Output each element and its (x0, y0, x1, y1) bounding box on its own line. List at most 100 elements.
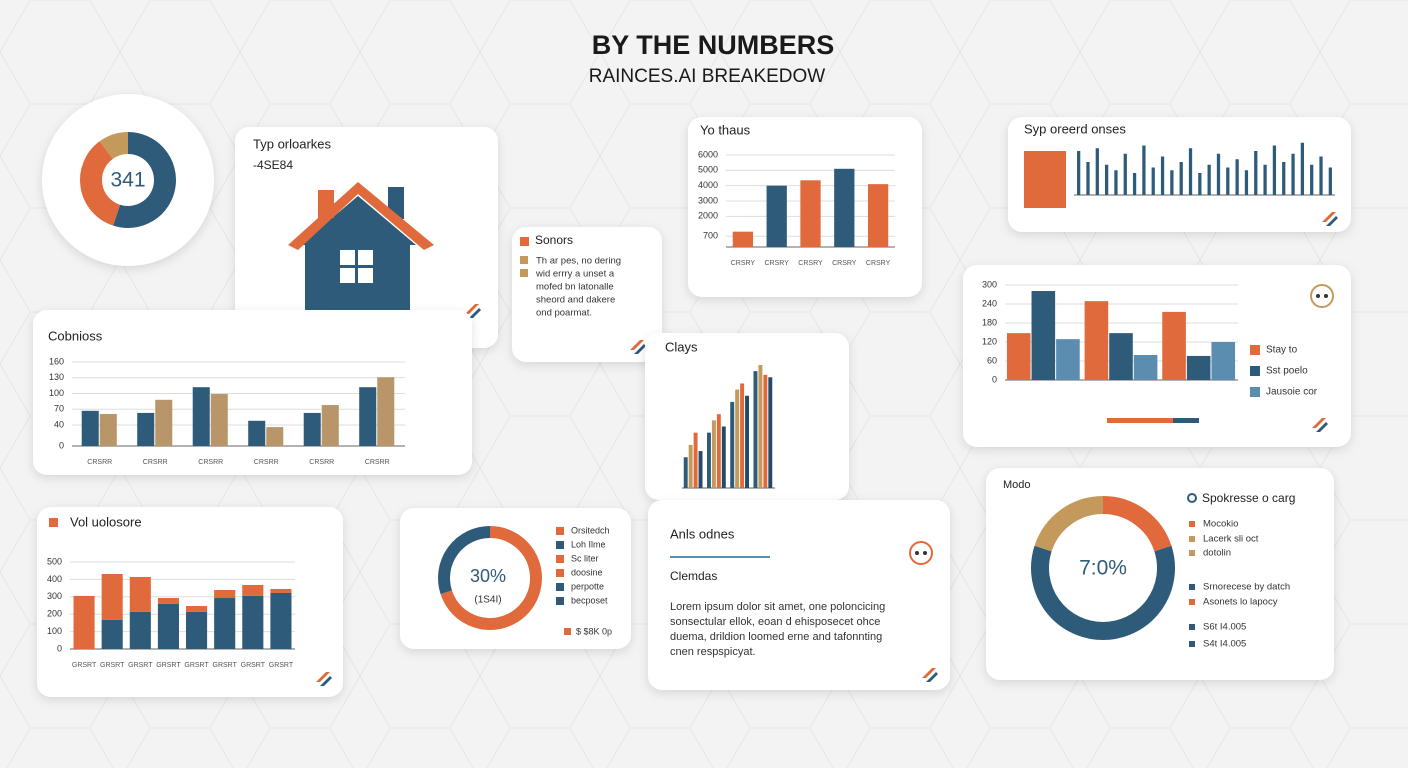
legend-label: dotolin (1203, 548, 1231, 559)
bar (711, 420, 716, 488)
legend-swatch (556, 597, 564, 605)
menu-icon (909, 541, 933, 565)
bar (1123, 153, 1127, 195)
donut-center-label: 30% (470, 566, 506, 586)
bar (1198, 173, 1202, 195)
logo (1312, 418, 1326, 428)
bar (1216, 153, 1221, 195)
bar (1291, 153, 1295, 195)
y-tick-label: 300 (982, 279, 997, 289)
bar-segment (242, 595, 264, 649)
x-tick-label: GRSRT (269, 662, 294, 669)
y-tick-label: 70 (54, 404, 64, 414)
logo (320, 676, 332, 686)
y-tick-label: 160 (49, 356, 64, 366)
bar-segment (157, 598, 179, 604)
bar (716, 414, 721, 488)
logo (926, 672, 938, 682)
legend-label: Mocokio (1203, 519, 1238, 530)
bar (137, 412, 155, 446)
x-tick-label: GRSRT (213, 662, 238, 669)
x-tick-label: CRSRR (198, 459, 223, 466)
bar (745, 395, 750, 488)
bar (1031, 291, 1056, 380)
legend-label: Asonets lo lapocy (1203, 597, 1278, 608)
bar (693, 432, 698, 488)
bar (377, 377, 395, 446)
donut-segment (113, 132, 176, 228)
y-tick-label: 6000 (698, 149, 718, 159)
x-tick-label: CRSRR (87, 459, 112, 466)
bar (81, 410, 99, 446)
bar (192, 387, 210, 446)
legend-title-icon (1187, 493, 1197, 503)
x-tick-label: GRSRT (72, 662, 97, 669)
y-tick-label: 130 (49, 372, 64, 382)
bar (1162, 311, 1186, 380)
y-tick-label: 180 (982, 317, 997, 327)
chart-title: Syp oreerd onses (1024, 121, 1126, 136)
x-tick-label: GRSRT (241, 662, 266, 669)
legend-label: S6t I4.005 (1203, 622, 1246, 633)
title-swatch (49, 518, 58, 527)
bar (1244, 170, 1249, 195)
bar (1084, 301, 1109, 380)
legend-swatch (1189, 624, 1195, 630)
y-tick-label: 700 (703, 231, 718, 241)
bar-segment (101, 574, 123, 620)
legend-swatch (556, 527, 564, 535)
highlight-block (1024, 151, 1066, 208)
y-tick-label: 0 (59, 440, 64, 450)
legend-label: Lacerk sli oct (1203, 534, 1259, 545)
card-text: cnen respspicyat. (670, 646, 756, 658)
donut-segment (1102, 496, 1172, 552)
bar (800, 180, 821, 247)
bar (730, 401, 735, 488)
card-subtitle: Clemdas (670, 569, 717, 583)
donut-center-label: 341 (110, 169, 145, 192)
x-tick-label: CRSRR (254, 459, 279, 466)
y-tick-label: 500 (47, 556, 62, 566)
bar (1272, 145, 1277, 195)
x-tick-label: CRSRR (365, 459, 390, 466)
bar-segment (129, 576, 151, 612)
legend-swatch (520, 269, 528, 277)
page-title: BY THE NUMBERS (592, 30, 835, 60)
card-text: Lorem ipsum dolor sit amet, one poloncic… (670, 601, 885, 613)
bar (1254, 151, 1258, 195)
bar (1109, 333, 1133, 380)
legend-swatch (1189, 550, 1195, 556)
bar (1170, 170, 1174, 195)
bar (834, 168, 855, 247)
bar (210, 394, 228, 446)
bar (732, 231, 754, 247)
bar (766, 185, 787, 247)
logo (316, 672, 330, 682)
x-tick-label: CRSRY (798, 260, 823, 267)
legend-swatch (1250, 366, 1260, 376)
legend-swatch (1189, 521, 1195, 527)
bar (99, 413, 117, 446)
page-subtitle: RAINCES.AI BREAKEDOW (589, 66, 826, 87)
y-tick-label: 400 (47, 574, 62, 584)
chart-title: Vol uolosore (70, 514, 142, 529)
house-chimney-top (318, 190, 334, 218)
bar (1282, 162, 1286, 195)
logo (634, 344, 646, 354)
chart-title: Cobnioss (48, 328, 103, 343)
bar (758, 365, 763, 488)
legend-swatch (1189, 584, 1195, 590)
bar (1300, 142, 1305, 195)
legend-label: S4t I4.005 (1203, 639, 1246, 650)
bar (321, 405, 339, 446)
legend-swatch (1189, 599, 1195, 605)
donut-segment (99, 132, 129, 160)
bar-segment (186, 606, 208, 612)
card (648, 500, 950, 690)
progress-bar (1107, 418, 1173, 423)
bar (735, 389, 740, 488)
bar (1114, 170, 1118, 195)
house-body (305, 240, 410, 310)
bar (303, 412, 321, 446)
x-tick-label: CRSRY (832, 260, 857, 267)
